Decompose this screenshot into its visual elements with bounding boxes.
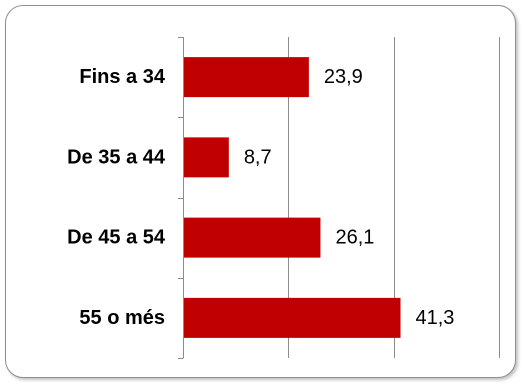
data-label-2: 8,7 bbox=[244, 146, 272, 168]
category-label-1: Fins a 34 bbox=[79, 66, 165, 88]
data-label-1: 23,9 bbox=[324, 66, 363, 88]
bar-1 bbox=[184, 57, 309, 98]
bar-2 bbox=[184, 137, 229, 178]
category-label-2: De 35 a 44 bbox=[67, 146, 166, 168]
category-label-3: De 45 a 54 bbox=[67, 227, 166, 249]
data-label-4: 41,3 bbox=[416, 307, 455, 329]
data-label-3: 26,1 bbox=[335, 227, 374, 249]
bar-4 bbox=[184, 297, 401, 338]
bar-3 bbox=[184, 217, 321, 258]
category-label-4: 55 o més bbox=[79, 307, 165, 329]
